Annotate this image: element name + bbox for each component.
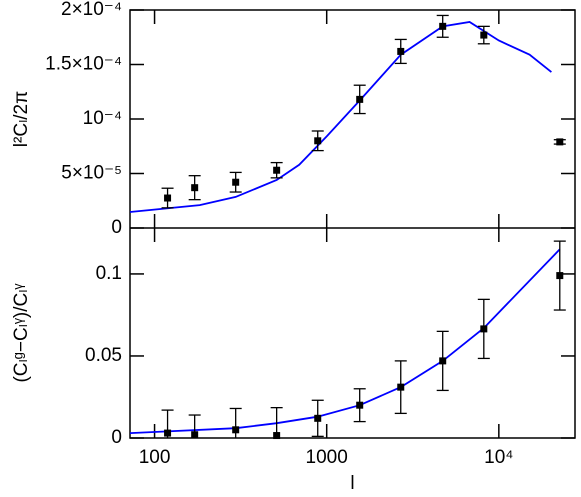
- data-point: [480, 31, 488, 39]
- data-point: [397, 383, 405, 391]
- x-axis-label: l: [350, 473, 354, 494]
- y-tick-label: 2×10⁻⁴: [61, 0, 122, 20]
- frame: [129, 9, 576, 439]
- data-point: [191, 184, 199, 192]
- data-point: [314, 137, 322, 145]
- y-tick-label: 10⁻⁴: [83, 108, 122, 129]
- y-tick-label: 5×10⁻⁵: [61, 163, 122, 184]
- x-tick-label: 1000: [306, 447, 348, 468]
- model-curve: [129, 21, 552, 213]
- data-point: [164, 429, 172, 437]
- data-point: [480, 325, 488, 333]
- data-point: [356, 401, 364, 409]
- data-point: [356, 95, 364, 103]
- y-axis-label: (Cₗᵍ−Cₗᵞ)/Cₗᵞ: [11, 283, 32, 383]
- data-point: [439, 22, 447, 30]
- y-tick-label: 1.5×10⁻⁴: [45, 54, 122, 75]
- x-tick-label: 100: [139, 447, 171, 468]
- model-curve: [129, 248, 561, 434]
- data-point: [232, 178, 240, 186]
- data-point: [439, 357, 447, 365]
- y-tick-label: 0: [111, 427, 122, 448]
- data-point: [273, 166, 281, 174]
- y-tick-label: 0: [111, 217, 122, 238]
- data-point: [556, 272, 564, 280]
- data-point: [314, 414, 322, 422]
- y-tick-label: 0.1: [96, 263, 122, 284]
- y-tick-label: 0.05: [85, 345, 122, 366]
- y-axis-label: l²Cₗ/2π: [11, 91, 32, 147]
- data-point: [273, 432, 281, 440]
- x-tick-label: 10⁴: [484, 447, 513, 468]
- data-point: [191, 431, 199, 439]
- data-point: [397, 47, 405, 55]
- data-point: [164, 194, 172, 202]
- data-point: [556, 138, 564, 146]
- data-point: [232, 426, 240, 434]
